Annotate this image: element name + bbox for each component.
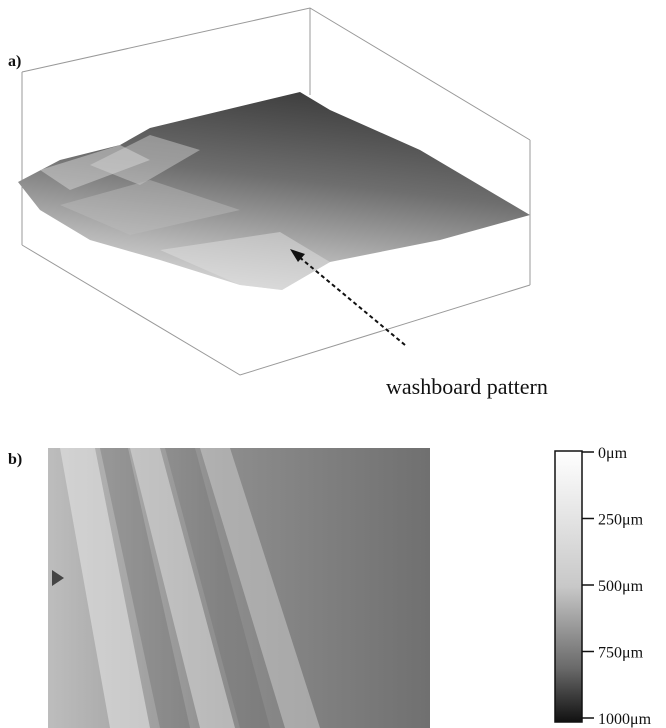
- colorbar-tick-label: 1000μm: [598, 711, 652, 728]
- colorbar-ticks: 0μm 250μm 500μm 750μm 1000μm: [582, 445, 652, 728]
- panel-label: b): [8, 451, 22, 468]
- bounding-box: [21, 7, 531, 376]
- surface-plot: [18, 92, 530, 290]
- annotation-arrow: [290, 249, 406, 346]
- height-map: [48, 448, 430, 728]
- colorbar-tick-label: 500μm: [598, 578, 644, 595]
- colorbar-tick-label: 250μm: [598, 512, 644, 529]
- colorbar-tick-label: 0μm: [598, 445, 628, 462]
- colorbar: [554, 450, 583, 723]
- annotation: washboard pattern: [386, 374, 548, 399]
- panel-label: a): [8, 53, 21, 70]
- colorbar-tick-label: 750μm: [598, 645, 644, 662]
